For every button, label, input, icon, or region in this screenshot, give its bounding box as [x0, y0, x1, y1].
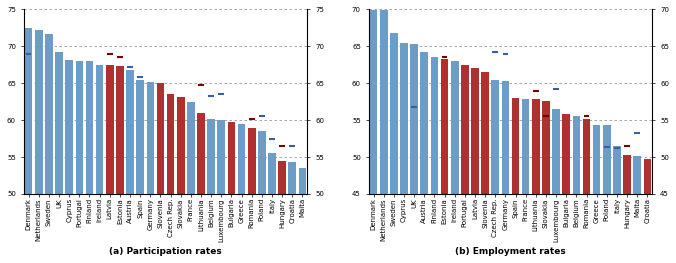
Bar [552, 109, 560, 194]
Bar [279, 161, 286, 194]
Bar [147, 82, 154, 194]
Bar [441, 59, 448, 194]
Bar [512, 98, 519, 194]
Bar [258, 131, 266, 194]
Bar [187, 102, 195, 194]
Bar [208, 119, 215, 194]
Bar [96, 65, 103, 194]
Bar [116, 66, 124, 194]
Bar [137, 80, 144, 194]
Bar [410, 44, 418, 194]
Bar [157, 83, 164, 194]
Bar [420, 52, 428, 194]
Bar [502, 81, 509, 194]
Bar [218, 120, 225, 194]
Bar [400, 43, 408, 194]
Bar [248, 128, 256, 194]
Bar [390, 33, 397, 194]
Bar [593, 125, 600, 194]
Bar [268, 153, 276, 194]
Bar [86, 61, 93, 194]
Bar [380, 10, 387, 194]
X-axis label: (a) Participation rates: (a) Participation rates [109, 247, 222, 256]
Bar [289, 162, 296, 194]
Bar [573, 117, 580, 194]
Bar [228, 122, 235, 194]
Bar [491, 80, 499, 194]
Bar [45, 34, 53, 194]
Bar [471, 68, 479, 194]
Bar [644, 159, 651, 194]
Bar [197, 113, 205, 194]
Bar [451, 61, 458, 194]
Bar [481, 72, 489, 194]
Bar [76, 61, 83, 194]
Bar [542, 101, 550, 194]
Bar [562, 114, 570, 194]
Bar [66, 60, 73, 194]
Bar [633, 156, 641, 194]
X-axis label: (b) Employment rates: (b) Employment rates [455, 247, 566, 256]
Bar [55, 52, 63, 194]
Bar [431, 57, 438, 194]
Bar [613, 146, 621, 194]
Bar [238, 124, 245, 194]
Bar [25, 28, 32, 194]
Bar [623, 155, 631, 194]
Bar [126, 70, 134, 194]
Bar [167, 94, 174, 194]
Bar [106, 65, 114, 194]
Bar [522, 99, 529, 194]
Bar [603, 125, 610, 194]
Bar [461, 65, 468, 194]
Bar [177, 97, 185, 194]
Bar [299, 168, 306, 194]
Bar [35, 30, 43, 194]
Bar [370, 10, 377, 194]
Bar [583, 119, 590, 194]
Bar [532, 99, 539, 194]
